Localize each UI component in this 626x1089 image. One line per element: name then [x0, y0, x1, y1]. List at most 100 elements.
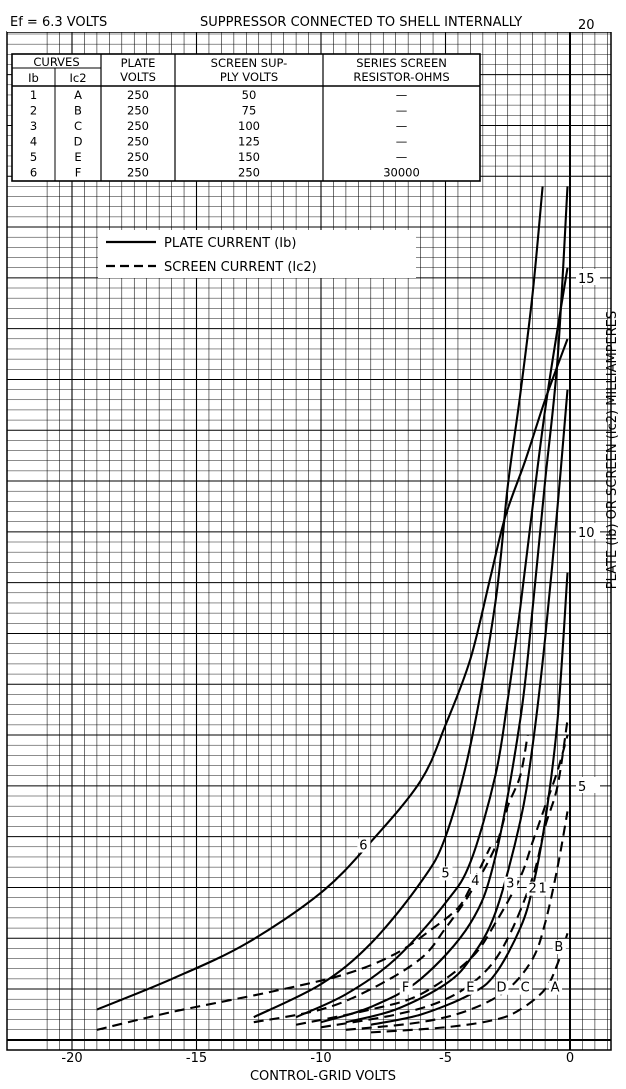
table-header: SCREEN SUP-: [211, 56, 288, 70]
table-header: PLATE: [121, 56, 156, 70]
table-cell: F: [75, 166, 82, 180]
curve-label-bg: [504, 876, 518, 891]
curve-label-bg: [552, 940, 566, 955]
y-tick-bg: [576, 777, 600, 793]
curve-label-bg: [399, 980, 413, 995]
table-cell: 5: [30, 150, 37, 164]
table-cell: B: [74, 104, 82, 118]
suppressor-note: SUPPRESSOR CONNECTED TO SHELL INTERNALLY: [200, 15, 522, 30]
table-cell: 75: [242, 104, 257, 118]
curve-label-6: 6: [359, 839, 367, 854]
curve-label-bg: [549, 980, 563, 995]
table-header: PLY VOLTS: [220, 70, 278, 84]
x-tick-label: -10: [310, 1051, 331, 1066]
curve-A: [370, 932, 569, 1034]
table-cell: 250: [127, 135, 149, 149]
table-cell: 250: [127, 119, 149, 133]
curve-label-D: D: [497, 981, 507, 996]
curve-4: [295, 267, 569, 1019]
curve-5: [253, 186, 544, 1019]
table-cell: —: [396, 119, 408, 133]
curve-label-bg: [495, 980, 509, 995]
table-cell: A: [74, 88, 82, 102]
table-header: VOLTS: [120, 70, 156, 84]
curve-E: [253, 735, 529, 1024]
curve-6: [96, 338, 569, 1011]
curve-label-F: F: [402, 981, 409, 996]
table-cell: 6: [30, 166, 37, 180]
table-subheader: Ic2: [69, 71, 86, 85]
table-cell: 30000: [383, 166, 420, 180]
table-cell: C: [74, 119, 82, 133]
curves: [96, 186, 569, 1034]
y-tick-bg: [576, 15, 600, 31]
curve-D: [295, 734, 569, 1026]
curve-label-C: C: [521, 981, 530, 996]
curve-label-bg: [464, 980, 478, 995]
curve-label-1: 1: [538, 882, 546, 897]
table-header: RESISTOR-OHMS: [353, 70, 449, 84]
table-cell: 250: [127, 166, 149, 180]
table-cell: D: [74, 135, 83, 149]
table-cell: 2: [30, 104, 37, 118]
table-cell: 1: [30, 88, 37, 102]
curve-C: [320, 719, 569, 1029]
curve-B: [345, 811, 569, 1031]
table-header: SERIES SCREEN: [356, 56, 447, 70]
curve-label-4: 4: [471, 874, 479, 889]
y-tick-label: 15: [578, 272, 595, 287]
curve-3: [320, 186, 569, 1024]
table-cell: 150: [238, 150, 260, 164]
table-cell: 50: [242, 88, 257, 102]
curve-1: [370, 572, 569, 1026]
table-cell: 250: [238, 166, 260, 180]
curve-label-3: 3: [506, 877, 514, 892]
x-tick-label: -20: [61, 1051, 82, 1066]
curve-label-bg: [519, 980, 533, 995]
curve-label-bg: [526, 881, 540, 896]
y-tick-bg: [576, 523, 600, 539]
curve-2: [345, 389, 569, 1024]
curve-label-E: E: [466, 981, 474, 996]
curve-label-bg: [439, 866, 453, 881]
x-axis-title: CONTROL-GRID VOLTS: [250, 1069, 396, 1084]
filament-voltage-label: Ef = 6.3 VOLTS: [10, 15, 107, 30]
curve-labels: 123 4 5 6 A B CD E F: [357, 838, 566, 996]
table-cell: 125: [238, 135, 260, 149]
table-cell: —: [396, 88, 408, 102]
curve-label-bg: [357, 838, 371, 853]
table-cell: 100: [238, 119, 260, 133]
header-box: [7, 8, 619, 32]
chart-grid: [6, 31, 612, 1051]
table-cell: 3: [30, 119, 37, 133]
curve-label-A: A: [551, 981, 560, 996]
table-cell: 4: [30, 135, 37, 149]
x-tick-label: -5: [439, 1051, 452, 1066]
table-cell: 250: [127, 88, 149, 102]
curve-label-5: 5: [441, 866, 449, 881]
y-tick-label: 10: [578, 526, 595, 541]
y-tick-label: 5: [578, 780, 586, 795]
table-cell: E: [74, 150, 81, 164]
table-cell: —: [396, 150, 408, 164]
y-axis-title: PLATE (Ib) OR SCREEN (Ic2) MILLIAMPERES: [605, 311, 620, 590]
y-tick-bg: [576, 269, 600, 285]
table-cell: —: [396, 104, 408, 118]
table-cell: 250: [127, 104, 149, 118]
curve-label-B: B: [554, 940, 563, 955]
curve-label-bg: [536, 881, 550, 896]
table-header: CURVES: [33, 55, 79, 69]
table-cell: 250: [127, 150, 149, 164]
curve-label-bg: [469, 874, 483, 889]
x-tick-label: -15: [186, 1051, 207, 1066]
table-subheader: Ib: [28, 71, 39, 85]
y-tick-label: 20: [578, 18, 595, 33]
legend-label: SCREEN CURRENT (Ic2): [164, 260, 317, 275]
table-frame: [11, 53, 481, 182]
legend: PLATE CURRENT (Ib) SCREEN CURRENT (Ic2): [98, 230, 416, 278]
table-cell: —: [396, 135, 408, 149]
legend-label: PLATE CURRENT (Ib): [164, 236, 296, 251]
